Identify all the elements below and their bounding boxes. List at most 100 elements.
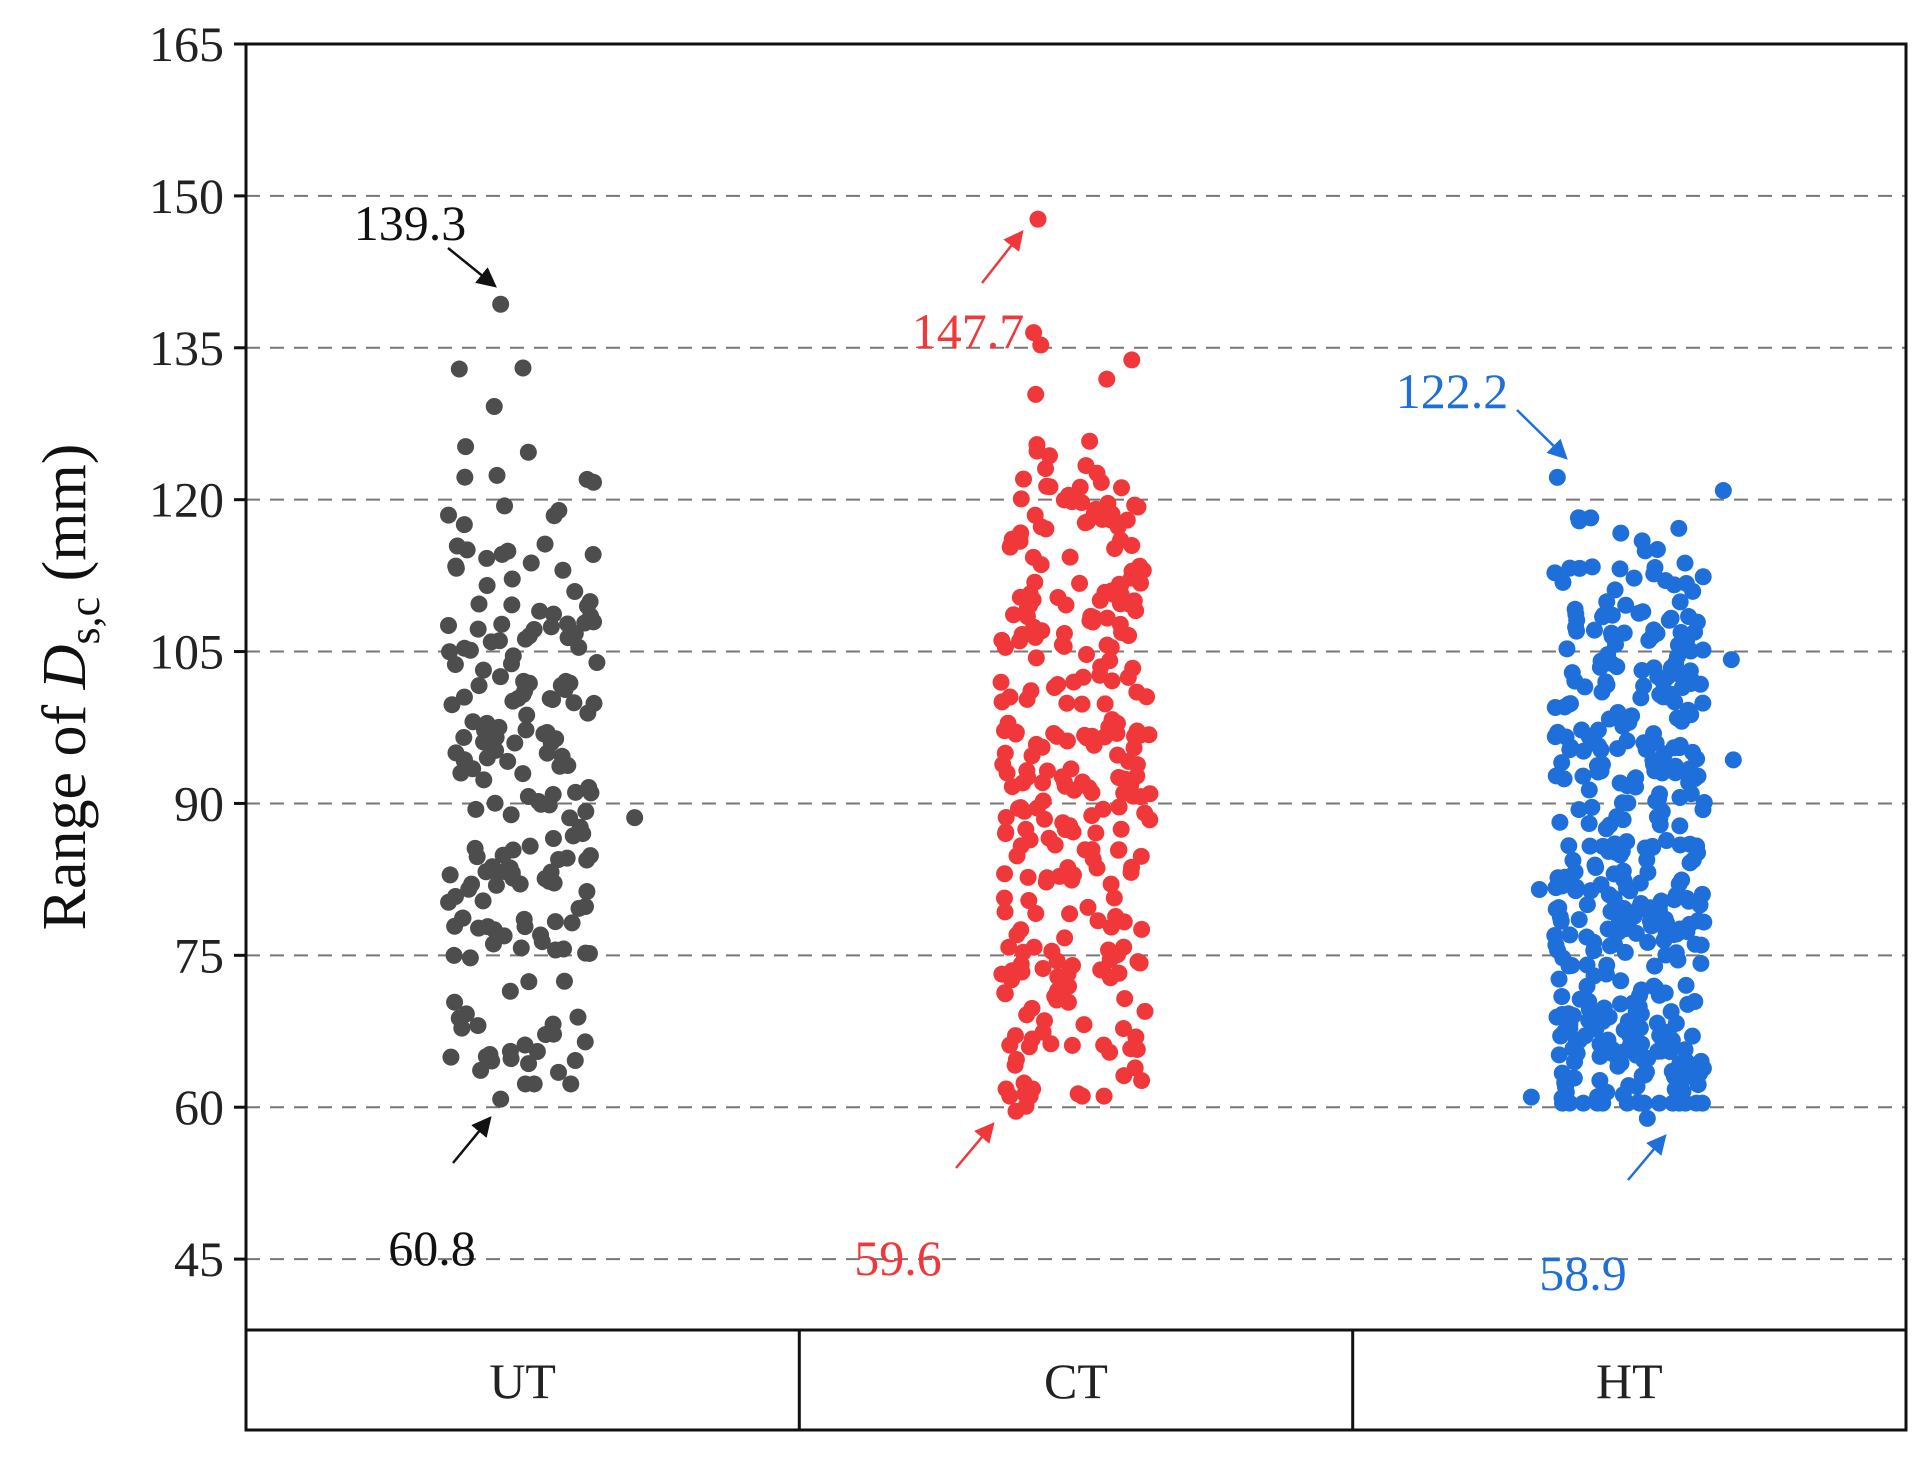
data-point bbox=[1679, 701, 1697, 719]
data-point bbox=[442, 1048, 460, 1066]
data-point bbox=[567, 783, 585, 801]
data-point bbox=[1027, 649, 1045, 667]
data-point bbox=[502, 806, 520, 824]
data-point bbox=[514, 765, 532, 783]
data-point bbox=[1694, 1059, 1712, 1077]
annotation-label: 122.2 bbox=[1396, 363, 1509, 419]
data-point bbox=[1580, 781, 1598, 799]
data-point bbox=[576, 898, 594, 916]
data-point bbox=[520, 973, 538, 991]
data-point bbox=[1034, 959, 1052, 977]
data-point bbox=[1522, 1088, 1540, 1106]
data-point bbox=[1546, 698, 1564, 716]
data-point bbox=[1015, 470, 1033, 488]
data-point bbox=[542, 618, 560, 636]
data-point bbox=[516, 630, 534, 648]
data-point bbox=[1008, 847, 1026, 865]
data-point bbox=[440, 893, 458, 911]
data-point bbox=[1003, 778, 1021, 796]
data-point bbox=[585, 473, 603, 491]
data-point bbox=[1018, 762, 1036, 780]
data-point bbox=[1650, 986, 1668, 1004]
data-point bbox=[1680, 774, 1698, 792]
data-point bbox=[540, 796, 558, 814]
data-point bbox=[1076, 726, 1094, 744]
data-point bbox=[1549, 723, 1567, 741]
data-point bbox=[503, 570, 521, 588]
category-axis-frame bbox=[244, 1328, 1908, 1432]
data-point bbox=[1641, 912, 1659, 930]
data-point bbox=[1105, 889, 1123, 907]
data-point bbox=[1597, 965, 1615, 983]
data-point bbox=[516, 682, 534, 700]
data-point bbox=[1608, 808, 1626, 826]
data-point bbox=[1551, 813, 1569, 831]
data-point bbox=[441, 643, 459, 661]
data-point bbox=[1614, 717, 1632, 735]
data-point bbox=[472, 1061, 490, 1079]
data-point bbox=[1644, 838, 1662, 856]
data-point bbox=[1694, 568, 1712, 586]
data-point bbox=[1658, 688, 1676, 706]
data-point bbox=[1025, 324, 1043, 342]
annotation-arrow bbox=[981, 230, 1024, 284]
annotation-arrow bbox=[447, 247, 497, 288]
data-point bbox=[1605, 865, 1623, 883]
data-point bbox=[1063, 1036, 1081, 1054]
data-point bbox=[1040, 447, 1058, 465]
data-point bbox=[1074, 668, 1092, 686]
y-tick-label: 90 bbox=[174, 775, 224, 831]
data-point bbox=[569, 1008, 587, 1026]
scatter-points bbox=[440, 210, 1742, 1127]
data-point bbox=[1076, 841, 1094, 859]
data-point bbox=[1110, 964, 1128, 982]
data-point bbox=[555, 972, 573, 990]
data-point bbox=[1102, 918, 1120, 936]
data-point bbox=[1027, 385, 1045, 403]
data-point bbox=[1578, 956, 1596, 974]
data-point bbox=[519, 443, 537, 461]
data-point bbox=[1580, 992, 1598, 1010]
annotation-label: 139.3 bbox=[354, 195, 467, 251]
data-point bbox=[504, 841, 522, 859]
data-point bbox=[1005, 606, 1023, 624]
data-point bbox=[1671, 817, 1689, 835]
data-point bbox=[1034, 792, 1052, 810]
data-point bbox=[1574, 1094, 1592, 1112]
data-point bbox=[1027, 904, 1045, 922]
data-point bbox=[996, 865, 1014, 883]
data-point bbox=[478, 549, 496, 567]
annotation-arrow bbox=[452, 1116, 492, 1164]
data-point bbox=[995, 722, 1013, 740]
data-point bbox=[1045, 678, 1063, 696]
data-point bbox=[1609, 704, 1627, 722]
data-point bbox=[1578, 896, 1596, 914]
data-point bbox=[1599, 1031, 1617, 1049]
data-point bbox=[626, 809, 644, 827]
data-point bbox=[1046, 836, 1064, 854]
data-point bbox=[545, 1025, 563, 1043]
data-point bbox=[1724, 751, 1742, 769]
data-point bbox=[1694, 641, 1712, 659]
data-point bbox=[1089, 912, 1107, 930]
data-point bbox=[1664, 1094, 1682, 1112]
data-point bbox=[1592, 876, 1610, 894]
data-point bbox=[1627, 778, 1645, 796]
data-point bbox=[584, 546, 602, 564]
data-point bbox=[495, 927, 513, 945]
data-point bbox=[1558, 640, 1576, 658]
data-point bbox=[1023, 747, 1041, 765]
data-point bbox=[450, 360, 468, 378]
data-point bbox=[1055, 491, 1073, 509]
data-point bbox=[545, 507, 563, 525]
data-point bbox=[1095, 1087, 1113, 1105]
data-point bbox=[1606, 581, 1624, 599]
data-point bbox=[1635, 734, 1653, 752]
data-point bbox=[1032, 336, 1050, 354]
data-point bbox=[1098, 609, 1116, 627]
data-point bbox=[1617, 920, 1635, 938]
data-point bbox=[1714, 482, 1732, 500]
data-point bbox=[1131, 954, 1149, 972]
data-point bbox=[486, 794, 504, 812]
data-point bbox=[446, 655, 464, 673]
